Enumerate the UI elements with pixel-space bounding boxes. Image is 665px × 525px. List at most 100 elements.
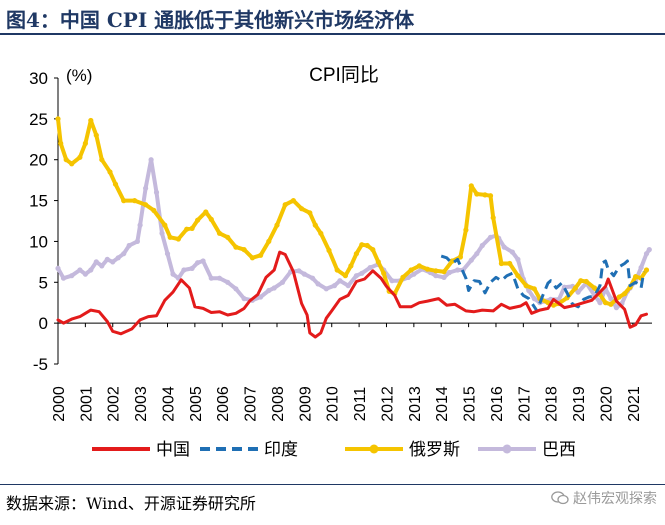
data-point bbox=[441, 269, 447, 275]
data-point bbox=[189, 265, 195, 271]
x-tick-label: 2015 bbox=[462, 386, 479, 422]
data-point bbox=[279, 279, 286, 285]
data-point bbox=[583, 278, 589, 285]
data-point bbox=[331, 283, 338, 289]
data-point bbox=[134, 238, 140, 244]
data-point bbox=[490, 215, 496, 221]
source-note: 数据来源：Wind、开源证券研究所 bbox=[6, 494, 256, 513]
data-point bbox=[151, 207, 157, 213]
x-tick-label: 2000 bbox=[51, 386, 68, 422]
data-point bbox=[353, 251, 359, 257]
y-tick-label: 30 bbox=[29, 69, 48, 88]
data-point bbox=[162, 222, 168, 228]
data-point bbox=[148, 157, 154, 163]
data-point bbox=[487, 193, 494, 199]
legend-label: 巴西 bbox=[542, 440, 576, 459]
chart-title: CPI同比 bbox=[309, 64, 379, 86]
watermark: 赵伟宏观探索 bbox=[551, 488, 657, 508]
data-point bbox=[400, 274, 406, 280]
data-point bbox=[345, 283, 351, 289]
x-tick-label: 2006 bbox=[215, 386, 232, 422]
data-point bbox=[523, 283, 529, 289]
data-point bbox=[164, 251, 171, 257]
data-point bbox=[441, 274, 447, 280]
data-point bbox=[88, 267, 94, 273]
data-point bbox=[515, 256, 521, 262]
watermark-text: 赵伟宏观探索 bbox=[573, 490, 657, 506]
data-point bbox=[290, 198, 296, 204]
data-point bbox=[77, 154, 83, 160]
data-point bbox=[274, 222, 280, 228]
data-point bbox=[104, 256, 110, 262]
data-point bbox=[616, 294, 622, 300]
data-point bbox=[189, 225, 195, 231]
data-point bbox=[578, 278, 584, 284]
data-point bbox=[348, 263, 354, 269]
data-point bbox=[60, 275, 67, 281]
data-point bbox=[482, 192, 488, 198]
data-point bbox=[591, 285, 598, 291]
x-tick-label: 2018 bbox=[544, 386, 561, 422]
y-tick-label: 0 bbox=[39, 314, 48, 333]
data-point bbox=[622, 291, 628, 297]
data-point bbox=[411, 271, 417, 277]
data-point bbox=[184, 226, 190, 232]
data-point bbox=[271, 285, 277, 291]
series-line bbox=[440, 254, 646, 313]
x-tick-label: 2021 bbox=[626, 386, 643, 422]
x-tick-label: 2019 bbox=[571, 386, 588, 422]
data-point bbox=[370, 247, 376, 253]
data-point bbox=[55, 265, 61, 271]
data-point bbox=[195, 217, 201, 223]
data-point bbox=[175, 236, 181, 242]
data-point bbox=[258, 294, 264, 300]
x-tick-label: 2017 bbox=[516, 386, 533, 422]
data-point bbox=[121, 198, 127, 204]
data-point bbox=[457, 254, 463, 260]
data-point bbox=[416, 263, 422, 269]
data-point bbox=[337, 278, 343, 284]
data-point bbox=[433, 268, 439, 274]
data-point bbox=[608, 296, 614, 302]
data-point bbox=[77, 267, 83, 273]
data-point bbox=[58, 140, 64, 146]
legend-label: 印度 bbox=[264, 440, 298, 459]
data-point bbox=[323, 286, 329, 292]
legend-label: 俄罗斯 bbox=[409, 440, 460, 459]
data-point bbox=[310, 275, 316, 281]
data-point bbox=[200, 258, 206, 264]
data-point bbox=[424, 266, 431, 272]
legend-item: 印度 bbox=[200, 440, 298, 459]
y-axis-unit-label: (%) bbox=[66, 66, 92, 85]
data-point bbox=[367, 265, 373, 271]
data-point bbox=[342, 273, 348, 279]
data-point bbox=[602, 300, 609, 306]
x-tick-label: 2009 bbox=[297, 386, 314, 422]
data-point bbox=[55, 116, 61, 122]
data-point bbox=[233, 244, 239, 250]
data-point bbox=[249, 255, 255, 261]
series-layer bbox=[55, 116, 652, 339]
data-point bbox=[241, 247, 247, 253]
data-point bbox=[334, 267, 340, 273]
data-point bbox=[646, 247, 652, 253]
figure-title: 图4：中国 CPI 通胀低于其他新兴市场经济体 bbox=[6, 8, 415, 32]
data-point bbox=[498, 260, 504, 267]
data-point bbox=[159, 230, 165, 236]
legend-marker bbox=[369, 444, 379, 454]
x-tick-label: 2011 bbox=[352, 387, 369, 422]
data-point bbox=[408, 267, 414, 273]
data-point bbox=[312, 222, 318, 228]
data-point bbox=[167, 234, 173, 240]
x-tick-label: 2003 bbox=[133, 386, 150, 422]
data-point bbox=[449, 258, 455, 264]
data-point bbox=[115, 255, 121, 261]
x-tick-label: 2010 bbox=[325, 386, 342, 422]
data-point bbox=[353, 273, 359, 279]
footer-divider bbox=[0, 484, 665, 485]
data-point bbox=[121, 251, 127, 257]
legend-item: 俄罗斯 bbox=[345, 440, 460, 459]
data-point bbox=[88, 117, 94, 124]
x-tick-label: 2005 bbox=[188, 386, 205, 422]
data-point bbox=[299, 206, 305, 212]
